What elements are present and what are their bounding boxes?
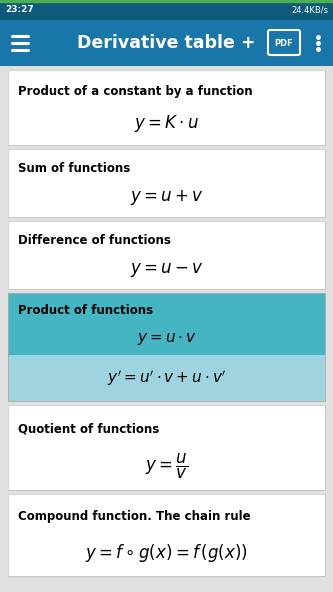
Bar (9, 495, 326, 577)
Bar (9, 71, 326, 146)
Text: Difference of functions: Difference of functions (18, 233, 171, 246)
Bar (8, 70, 325, 145)
Text: $y = \dfrac{u}{v}$: $y = \dfrac{u}{v}$ (145, 452, 188, 481)
Text: $y = u + v$: $y = u + v$ (130, 188, 203, 207)
Text: Product of a constant by a function: Product of a constant by a function (18, 85, 253, 98)
Bar (8, 221, 325, 289)
Bar (8, 70, 325, 145)
Text: 23:27: 23:27 (5, 5, 34, 14)
Bar (8, 293, 325, 401)
Bar (0, 20, 333, 66)
Text: $y = f \circ g(x) = f\,(g(x))$: $y = f \circ g(x) = f\,(g(x))$ (85, 542, 248, 564)
Bar (8, 405, 325, 490)
Bar (8, 149, 325, 217)
Bar (8, 405, 325, 490)
Text: $y = u \cdot v$: $y = u \cdot v$ (137, 331, 196, 347)
Text: 24.4KB/s: 24.4KB/s (291, 5, 328, 14)
Bar (8, 494, 325, 576)
Bar (8, 149, 325, 217)
Text: $y' = u' \cdot v + u \cdot v'$: $y' = u' \cdot v + u \cdot v'$ (107, 368, 226, 388)
Text: $y = u - v$: $y = u - v$ (130, 261, 203, 279)
Bar (8, 293, 325, 355)
FancyBboxPatch shape (268, 30, 300, 55)
Text: $y = K \cdot u$: $y = K \cdot u$ (134, 114, 199, 134)
Bar (8, 221, 325, 289)
Text: Quotient of functions: Quotient of functions (18, 422, 159, 435)
Text: PDF: PDF (275, 38, 293, 47)
Bar (9, 222, 326, 290)
Text: Sum of functions: Sum of functions (18, 162, 130, 175)
Bar (9, 406, 326, 491)
Bar (0, 0, 333, 20)
Text: Product of functions: Product of functions (18, 304, 153, 317)
Text: Compound function. The chain rule: Compound function. The chain rule (18, 510, 251, 523)
Bar (8, 494, 325, 576)
Bar (9, 150, 326, 218)
Bar (8, 355, 325, 401)
Text: Derivative table +: Derivative table + (77, 34, 256, 52)
Bar (0, 0, 333, 2)
